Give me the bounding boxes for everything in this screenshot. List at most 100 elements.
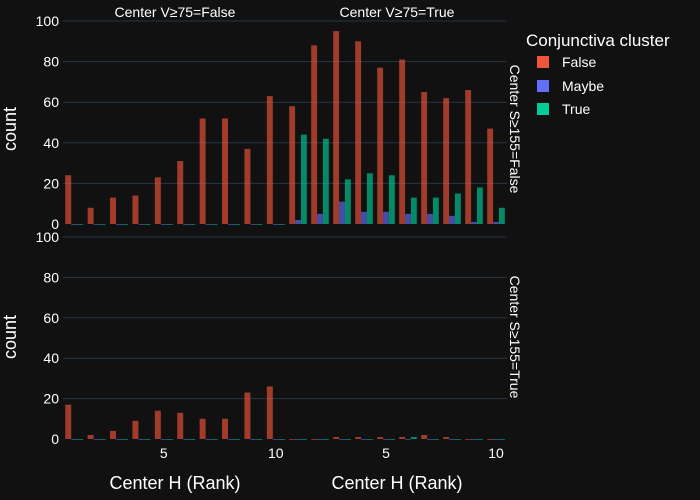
bar-false-r0-c0-x3[interactable] (110, 197, 117, 224)
bar-true-r1-c0-x2[interactable] (99, 439, 106, 440)
bar-maybe-r1-c0-x9[interactable] (250, 439, 257, 440)
bar-true-r0-c1-x9[interactable] (476, 187, 483, 224)
bar-true-r0-c1-x7[interactable] (432, 197, 439, 224)
bar-true-r1-c1-x4[interactable] (366, 439, 373, 440)
bar-maybe-r1-c0-x7[interactable] (205, 439, 212, 440)
bar-false-r1-c1-x1[interactable] (289, 439, 296, 440)
bar-true-r1-c1-x9[interactable] (476, 439, 483, 440)
bar-false-r1-c0-x5[interactable] (154, 410, 161, 439)
bar-true-r1-c1-x7[interactable] (432, 439, 439, 440)
bar-maybe-r1-c1-x4[interactable] (361, 439, 367, 440)
legend-swatch-false[interactable] (537, 56, 549, 68)
bar-true-r1-c0-x4[interactable] (144, 439, 151, 440)
bar-true-r0-c1-x2[interactable] (322, 138, 329, 224)
bar-maybe-r0-c0-x9[interactable] (250, 224, 257, 225)
bar-false-r1-c1-x8[interactable] (443, 436, 450, 439)
bar-maybe-r1-c0-x4[interactable] (138, 439, 145, 440)
bar-false-r1-c0-x4[interactable] (132, 420, 139, 439)
bar-maybe-r0-c1-x4[interactable] (361, 211, 367, 224)
bar-maybe-r1-c0-x5[interactable] (160, 439, 167, 440)
bar-maybe-r1-c0-x1[interactable] (71, 439, 78, 440)
bar-maybe-r0-c1-x3[interactable] (339, 201, 345, 224)
bar-true-r1-c1-x3[interactable] (344, 439, 351, 440)
bar-true-r0-c0-x6[interactable] (189, 224, 196, 225)
legend-label-true[interactable]: True (562, 101, 590, 117)
legend-swatch-maybe[interactable] (537, 80, 549, 92)
bar-maybe-r1-c0-x3[interactable] (116, 439, 122, 440)
bar-true-r1-c1-x1[interactable] (300, 439, 307, 440)
bar-false-r1-c1-x3[interactable] (333, 436, 340, 439)
bar-maybe-r0-c1-x8[interactable] (449, 215, 455, 224)
bar-false-r0-c0-x2[interactable] (87, 207, 94, 224)
bar-true-r0-c1-x1[interactable] (300, 134, 307, 224)
bar-maybe-r0-c0-x10[interactable] (272, 224, 279, 225)
bar-true-r1-c0-x9[interactable] (256, 439, 263, 440)
bar-false-r1-c0-x7[interactable] (199, 418, 206, 439)
bar-true-r0-c0-x7[interactable] (211, 224, 218, 225)
bar-false-r0-c0-x8[interactable] (222, 118, 229, 224)
bar-maybe-r1-c0-x10[interactable] (272, 439, 279, 440)
bar-false-r0-c1-x5[interactable] (377, 67, 384, 224)
bar-maybe-r0-c1-x2[interactable] (317, 213, 323, 224)
bar-false-r0-c1-x8[interactable] (443, 98, 450, 224)
bar-true-r0-c1-x5[interactable] (388, 175, 395, 224)
bar-true-r1-c0-x1[interactable] (77, 439, 84, 440)
bar-true-r0-c0-x4[interactable] (144, 224, 151, 225)
bar-false-r1-c0-x2[interactable] (87, 434, 94, 439)
bar-false-r0-c0-x1[interactable] (65, 175, 72, 224)
bar-false-r0-c0-x9[interactable] (244, 148, 251, 224)
bar-false-r1-c1-x2[interactable] (311, 439, 318, 440)
bar-false-r0-c1-x1[interactable] (289, 106, 296, 224)
bar-false-r1-c0-x3[interactable] (110, 430, 117, 439)
bar-maybe-r0-c0-x1[interactable] (71, 224, 78, 225)
bar-false-r0-c0-x7[interactable] (199, 118, 206, 224)
bar-maybe-r1-c1-x1[interactable] (295, 439, 301, 440)
bar-false-r1-c0-x10[interactable] (266, 386, 273, 439)
bar-false-r0-c1-x6[interactable] (399, 59, 406, 224)
bar-false-r1-c1-x4[interactable] (355, 436, 362, 439)
bar-maybe-r0-c0-x7[interactable] (205, 224, 212, 225)
bar-maybe-r1-c1-x10[interactable] (493, 439, 499, 440)
bar-maybe-r1-c0-x2[interactable] (93, 439, 100, 440)
bar-true-r1-c1-x2[interactable] (322, 439, 329, 440)
bar-true-r1-c0-x3[interactable] (121, 439, 128, 440)
bar-true-r1-c0-x5[interactable] (166, 439, 173, 440)
bar-true-r0-c0-x1[interactable] (77, 224, 84, 225)
bar-maybe-r1-c1-x3[interactable] (339, 439, 345, 440)
bar-false-r0-c1-x9[interactable] (465, 90, 472, 225)
bar-maybe-r1-c1-x2[interactable] (317, 439, 323, 440)
bar-maybe-r0-c0-x4[interactable] (138, 224, 145, 225)
bar-false-r0-c1-x10[interactable] (487, 128, 494, 224)
bar-true-r1-c0-x10[interactable] (278, 439, 285, 440)
bar-maybe-r1-c1-x9[interactable] (471, 439, 477, 440)
bar-false-r0-c1-x3[interactable] (333, 31, 340, 225)
bar-maybe-r1-c1-x5[interactable] (383, 439, 389, 440)
bar-maybe-r1-c1-x6[interactable] (405, 439, 411, 440)
bar-true-r1-c0-x6[interactable] (189, 439, 196, 440)
bar-false-r1-c1-x5[interactable] (377, 436, 384, 439)
bar-maybe-r0-c1-x9[interactable] (471, 221, 477, 224)
bar-true-r0-c1-x6[interactable] (410, 197, 417, 224)
bar-true-r0-c0-x9[interactable] (256, 224, 263, 225)
bar-false-r1-c0-x9[interactable] (244, 392, 251, 439)
bar-true-r1-c1-x10[interactable] (498, 439, 505, 440)
bar-maybe-r1-c1-x7[interactable] (427, 439, 433, 440)
bar-true-r1-c1-x8[interactable] (454, 439, 461, 440)
bar-false-r1-c1-x6[interactable] (399, 436, 406, 439)
bar-false-r1-c0-x6[interactable] (177, 412, 184, 439)
bar-maybe-r0-c0-x8[interactable] (228, 224, 234, 225)
bar-maybe-r0-c1-x10[interactable] (493, 221, 499, 224)
bar-maybe-r1-c0-x8[interactable] (228, 439, 234, 440)
legend-label-false[interactable]: False (562, 54, 596, 70)
bar-false-r0-c0-x10[interactable] (266, 96, 273, 224)
bar-false-r0-c1-x4[interactable] (355, 41, 362, 224)
legend-label-maybe[interactable]: Maybe (562, 78, 604, 94)
bar-maybe-r0-c1-x7[interactable] (427, 213, 433, 224)
bar-maybe-r0-c1-x5[interactable] (383, 211, 389, 224)
bar-false-r1-c0-x8[interactable] (222, 418, 229, 439)
bar-true-r0-c0-x5[interactable] (166, 224, 173, 225)
bar-false-r0-c0-x6[interactable] (177, 161, 184, 224)
bar-true-r0-c0-x2[interactable] (99, 224, 106, 225)
bar-maybe-r0-c0-x3[interactable] (116, 224, 122, 225)
bar-true-r1-c0-x8[interactable] (233, 439, 240, 440)
